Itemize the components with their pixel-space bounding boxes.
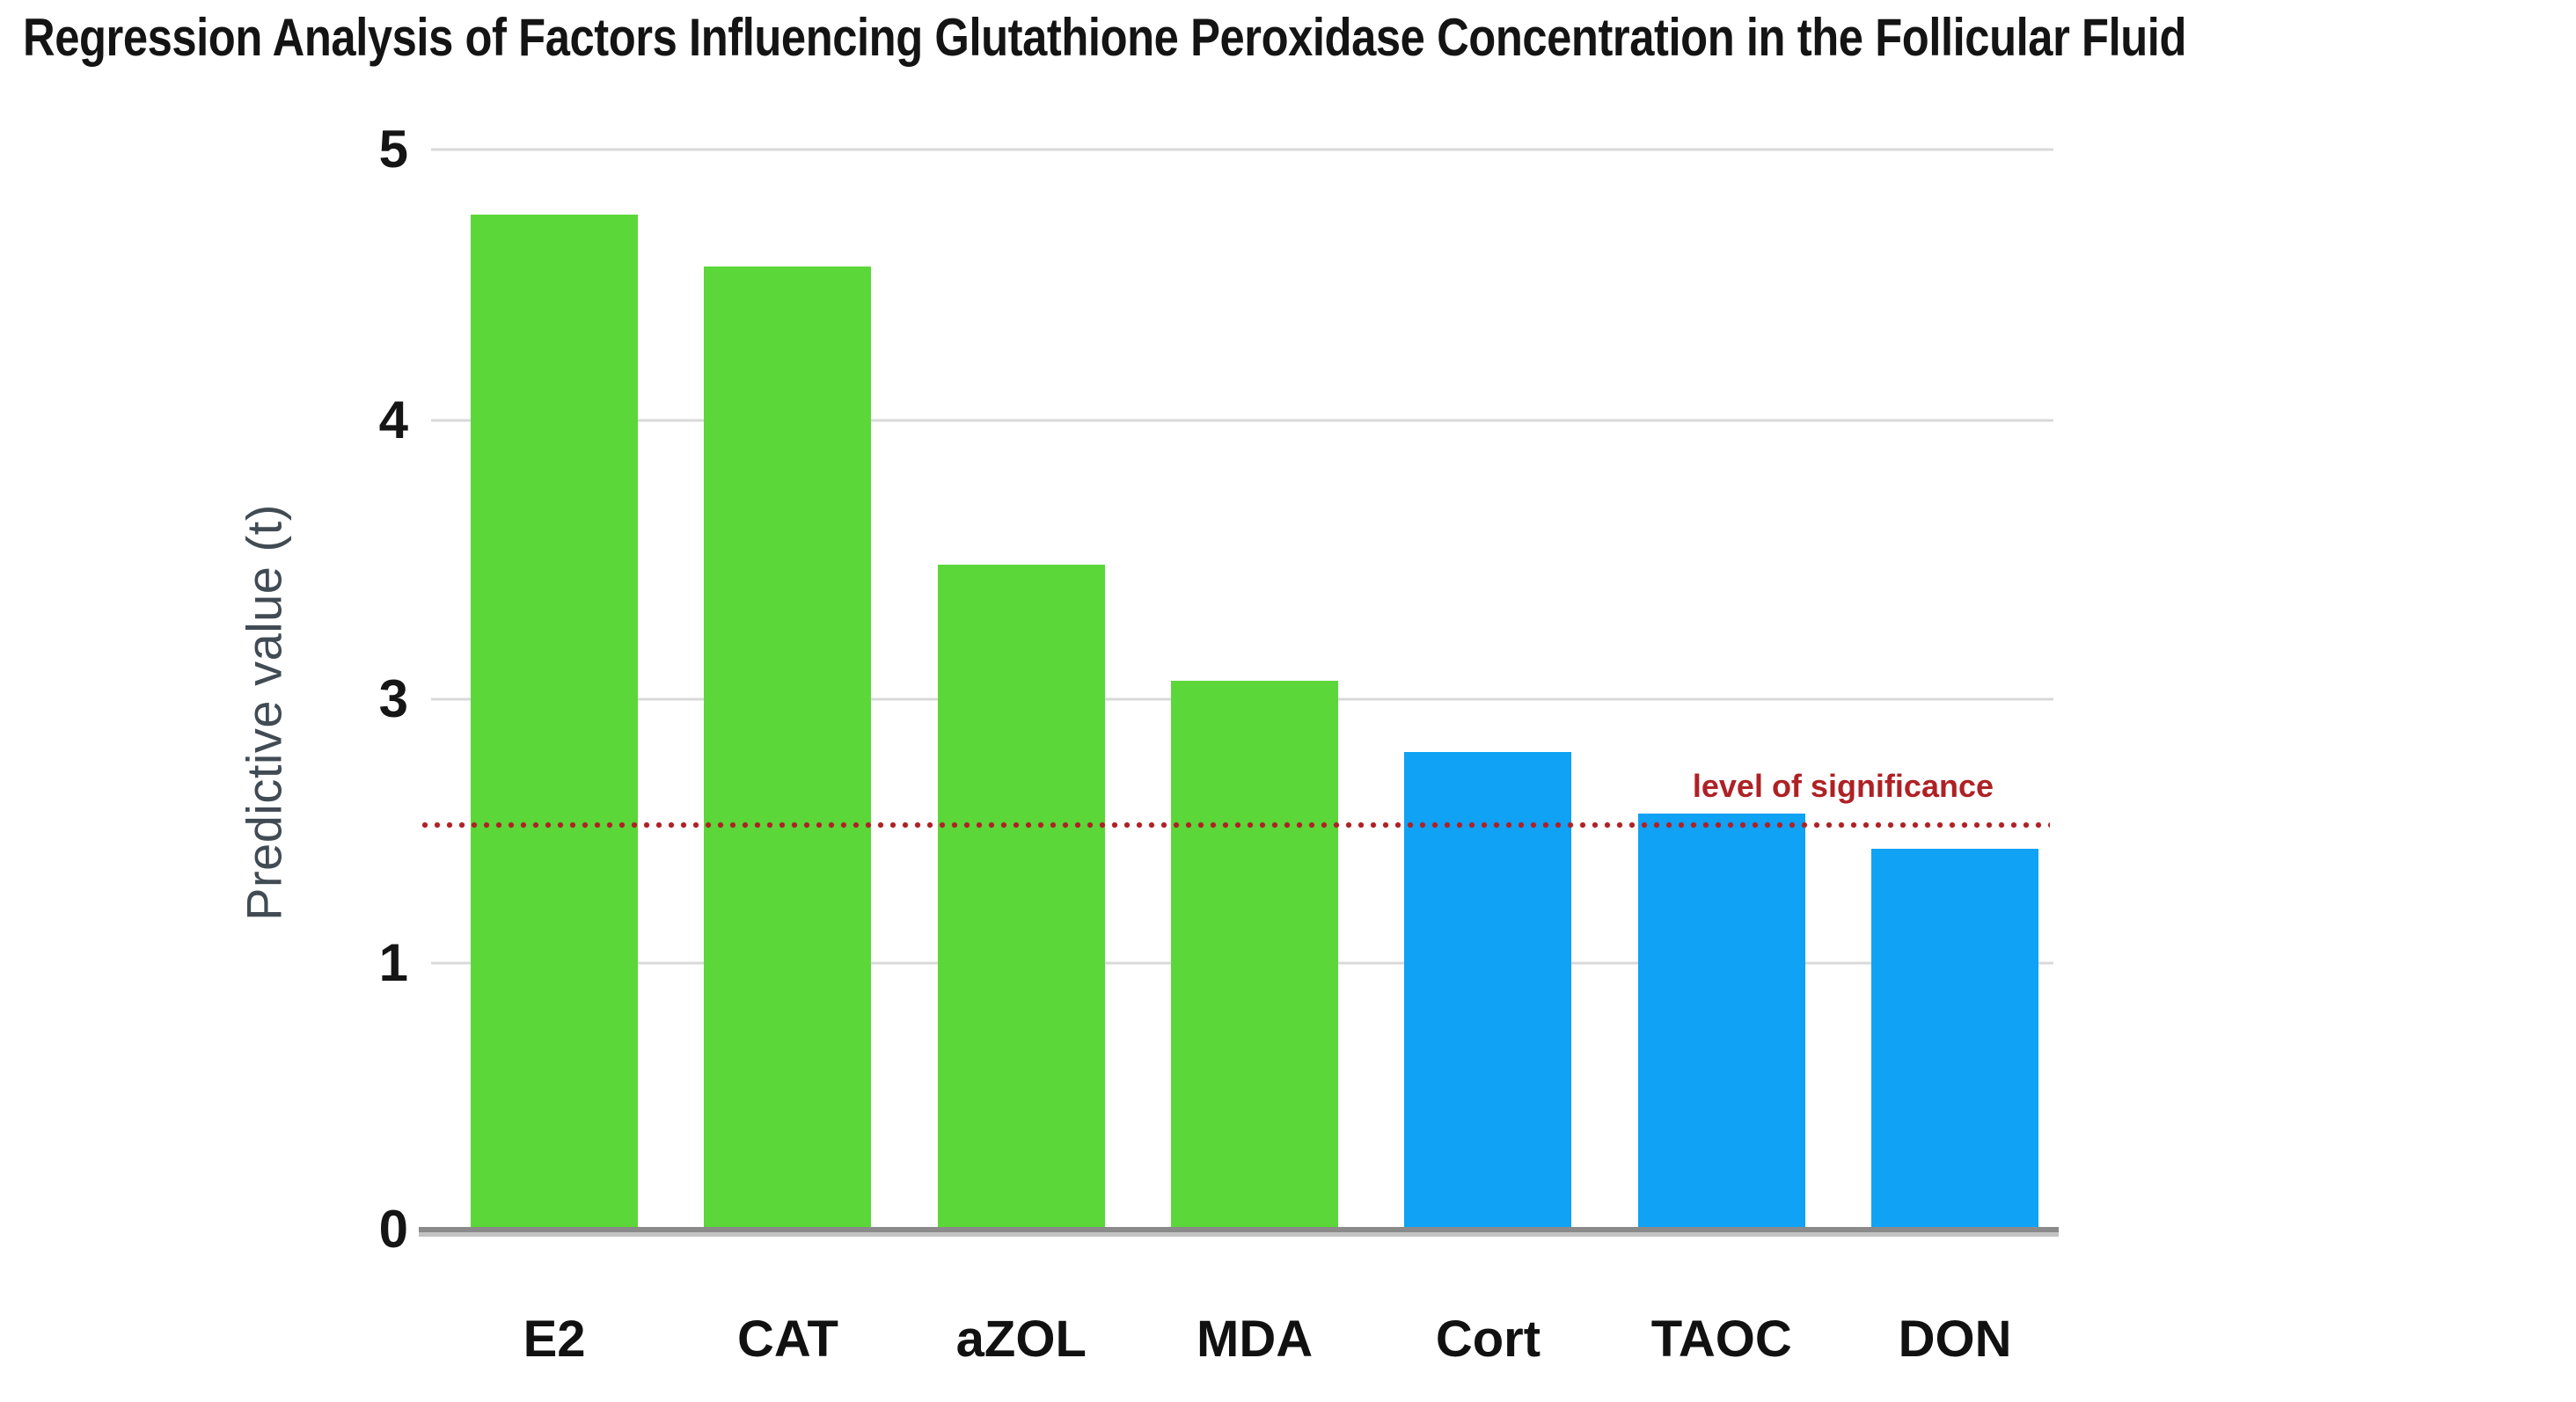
x-tick-label-CAT: CAT [736, 1311, 838, 1368]
bar-TAOC [1637, 814, 1805, 1230]
significance-dotted-line [419, 819, 2050, 830]
bar-E2 [471, 214, 639, 1230]
chart-title: Regression Analysis of Factors Influenci… [23, 8, 2187, 67]
gridline-5 [431, 148, 2053, 151]
x-tick-label-aZOL: aZOL [955, 1311, 1087, 1368]
x-tick-label-MDA: MDA [1197, 1311, 1314, 1368]
y-axis-title: Predictive value (t) [236, 504, 292, 921]
gridline-4 [431, 419, 2053, 422]
bar-CAT [704, 266, 872, 1230]
bar-MDA [1171, 681, 1339, 1230]
y-tick-label-3: 3 [378, 669, 408, 729]
x-axis-line [419, 1227, 2059, 1232]
x-tick-label-Cort: Cort [1435, 1311, 1541, 1368]
plot-area: level of significance 5 4 3 1 0 E2 CAT aZOL MDA C… [379, 123, 2059, 1365]
significance-label: level of significance [1692, 767, 1994, 804]
y-tick-label-0: 0 [378, 1200, 408, 1259]
y-tick-label-1: 1 [378, 932, 408, 992]
y-tick-label-4: 4 [378, 391, 408, 450]
bar-aZOL [937, 564, 1105, 1230]
x-tick-label-DON: DON [1898, 1311, 2012, 1368]
bar-Cort [1404, 752, 1572, 1230]
x-tick-label-TAOC: TAOC [1650, 1311, 1792, 1368]
bar-DON [1871, 848, 2039, 1230]
y-tick-label-5: 5 [378, 120, 408, 179]
x-tick-label-E2: E2 [523, 1311, 586, 1368]
